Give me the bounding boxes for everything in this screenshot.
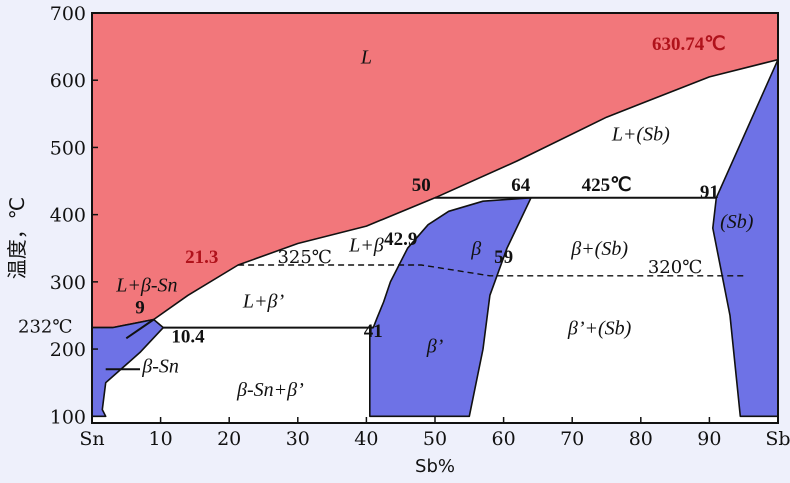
x-tick-label: 20: [217, 428, 241, 450]
x-axis-label: Sb%: [415, 456, 455, 477]
phase-label: β-Sn: [141, 356, 179, 378]
phase-label: 10.4: [171, 326, 205, 347]
x-tick-label: 30: [286, 428, 310, 450]
phase-label: L: [360, 46, 372, 68]
region-beta: [368, 197, 532, 418]
phase-label: 630.74℃: [652, 34, 726, 55]
phase-label: L+β: [348, 235, 384, 257]
phase-label: L+β-Sn: [115, 274, 177, 296]
phase-label: 59: [494, 247, 513, 268]
y-tick-label: 400: [50, 205, 86, 227]
x-tick-label: 70: [560, 428, 584, 450]
phase-label: β: [470, 238, 481, 260]
phase-label: 325℃: [277, 247, 332, 268]
phase-label: β+(Sb): [570, 238, 628, 260]
phase-label: L+β’: [242, 290, 285, 312]
x-tick-label: 90: [697, 428, 721, 450]
y-tick-label: 500: [50, 137, 86, 159]
line-dashed-325: [238, 264, 744, 277]
x-tick-label: Sb: [765, 428, 790, 450]
phase-label: 21.3: [185, 247, 218, 268]
y-tick-label: 200: [50, 339, 86, 361]
phase-label: β’: [426, 335, 444, 357]
x-tick-label: 80: [629, 428, 653, 450]
phase-label: 232℃: [18, 316, 73, 337]
phase-label: 50: [412, 175, 431, 196]
phase-regions: [91, 12, 779, 418]
phase-label: 91: [700, 182, 719, 203]
phase-label: 41: [364, 321, 383, 342]
phase-label: (Sb): [720, 211, 754, 233]
phase-lines: [105, 196, 744, 371]
y-tick-label: 300: [50, 272, 86, 294]
phase-label: 425℃: [582, 175, 632, 196]
phase-label: 9: [135, 297, 145, 318]
y-tick-label: 100: [50, 406, 86, 428]
y-tick-label: 600: [50, 70, 86, 92]
y-axis-label: 温度，℃: [5, 197, 29, 279]
phase-label: 64: [511, 175, 531, 196]
phase-label: 320℃: [648, 257, 703, 278]
x-tick-label: Sn: [79, 428, 104, 450]
phase-labels: L L+(Sb) (Sb) L+β L+β-Sn L+β’ β β+(Sb) β’ β’+(Sb)…: [18, 34, 754, 401]
x-tick-label: 60: [492, 428, 516, 450]
y-axis-ticks: 100 200 300 400 500 600 700: [50, 3, 98, 428]
phase-label: 42.9: [384, 229, 417, 250]
phase-label: β’+(Sb): [567, 317, 632, 339]
line-leader-9: [125, 318, 155, 340]
region-beta-sn: [91, 318, 165, 418]
y-tick-label: 700: [50, 3, 86, 25]
phase-label: β-Sn+β’: [236, 379, 304, 401]
x-tick-label: 40: [354, 428, 378, 450]
phase-label: L+(Sb): [611, 124, 670, 146]
x-tick-label: 10: [149, 428, 173, 450]
x-axis-ticks: Sn 10 20 30 40 50 60 70 80 90 Sb: [79, 417, 790, 450]
x-tick-label: 50: [423, 428, 447, 450]
